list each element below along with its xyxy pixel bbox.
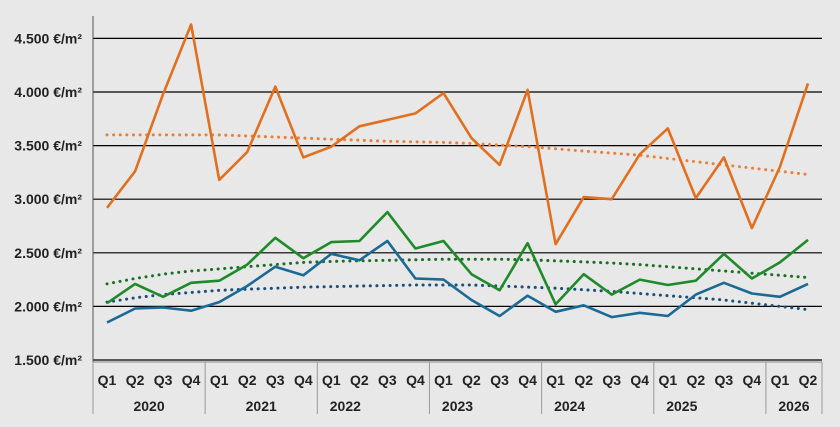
x-tick-label: Q2 xyxy=(686,372,705,388)
x-tick-label: Q1 xyxy=(771,372,790,388)
x-tick-label: Q2 xyxy=(574,372,593,388)
x-tick-label: Q1 xyxy=(546,372,565,388)
x-tick-label: Q2 xyxy=(350,372,369,388)
x-axis: Q1 Q2 Q3 Q4 Q1 Q2 Q3 Q4 Q1 Q2 Q3 Q4 Q1 Q2 Q3 Q4 Q1 Q2 Q3 Q4… xyxy=(92,361,823,414)
x-tick-label: Q2 xyxy=(462,372,481,388)
x-tick-label: Q1 xyxy=(210,372,229,388)
y-tick-label: 4.000 €/m² xyxy=(14,84,82,100)
y-tick-label: 2.500 €/m² xyxy=(14,245,82,261)
x-tick-label: Q3 xyxy=(378,372,397,388)
series-line-blue xyxy=(106,239,809,324)
x-year-label: 2020 xyxy=(133,398,164,414)
series-line-orange xyxy=(105,23,810,246)
x-tick-label: Q3 xyxy=(154,372,173,388)
series-line-green xyxy=(106,210,809,306)
x-tick-label: Q4 xyxy=(182,372,201,388)
x-tick-label: Q1 xyxy=(322,372,341,388)
y-tick-label: 3.500 €/m² xyxy=(14,138,82,154)
x-year-label: 2021 xyxy=(246,398,277,414)
y-tick-label: 1.500 €/m² xyxy=(14,352,82,368)
x-year-label: 2024 xyxy=(554,398,585,414)
x-tick-label: Q3 xyxy=(266,372,285,388)
trend-line-blue xyxy=(105,283,810,312)
trend-line-orange xyxy=(105,133,810,176)
x-tick-label: Q3 xyxy=(490,372,509,388)
x-tick-label: Q3 xyxy=(602,372,621,388)
x-tick-label: Q4 xyxy=(518,372,537,388)
x-tick-label: Q1 xyxy=(658,372,677,388)
x-year-label: 2026 xyxy=(778,398,809,414)
x-year-label: 2025 xyxy=(666,398,697,414)
trend-lines xyxy=(105,133,810,312)
x-tick-label: Q1 xyxy=(98,372,117,388)
x-tick-label: Q4 xyxy=(294,372,313,388)
x-tick-label: Q4 xyxy=(630,372,649,388)
gridlines xyxy=(92,16,822,362)
x-tick-label: Q4 xyxy=(406,372,425,388)
x-tick-label: Q2 xyxy=(238,372,257,388)
y-tick-label: 4.500 €/m² xyxy=(14,30,82,46)
y-tick-label: 3.000 €/m² xyxy=(14,191,82,207)
x-year-label: 2022 xyxy=(330,398,361,414)
x-tick-label: Q2 xyxy=(799,372,818,388)
y-axis-tick-labels: 1.500 €/m² 2.000 €/m² 2.500 €/m² 3.000 €/m²… xyxy=(14,30,82,368)
trend-line-green xyxy=(105,257,810,286)
x-tick-label: Q2 xyxy=(126,372,145,388)
x-year-label: 2023 xyxy=(442,398,473,414)
x-tick-label: Q1 xyxy=(434,372,453,388)
x-tick-label: Q3 xyxy=(715,372,734,388)
y-tick-label: 2.000 €/m² xyxy=(14,298,82,314)
series-lines xyxy=(105,23,810,324)
x-tick-label: Q4 xyxy=(743,372,762,388)
